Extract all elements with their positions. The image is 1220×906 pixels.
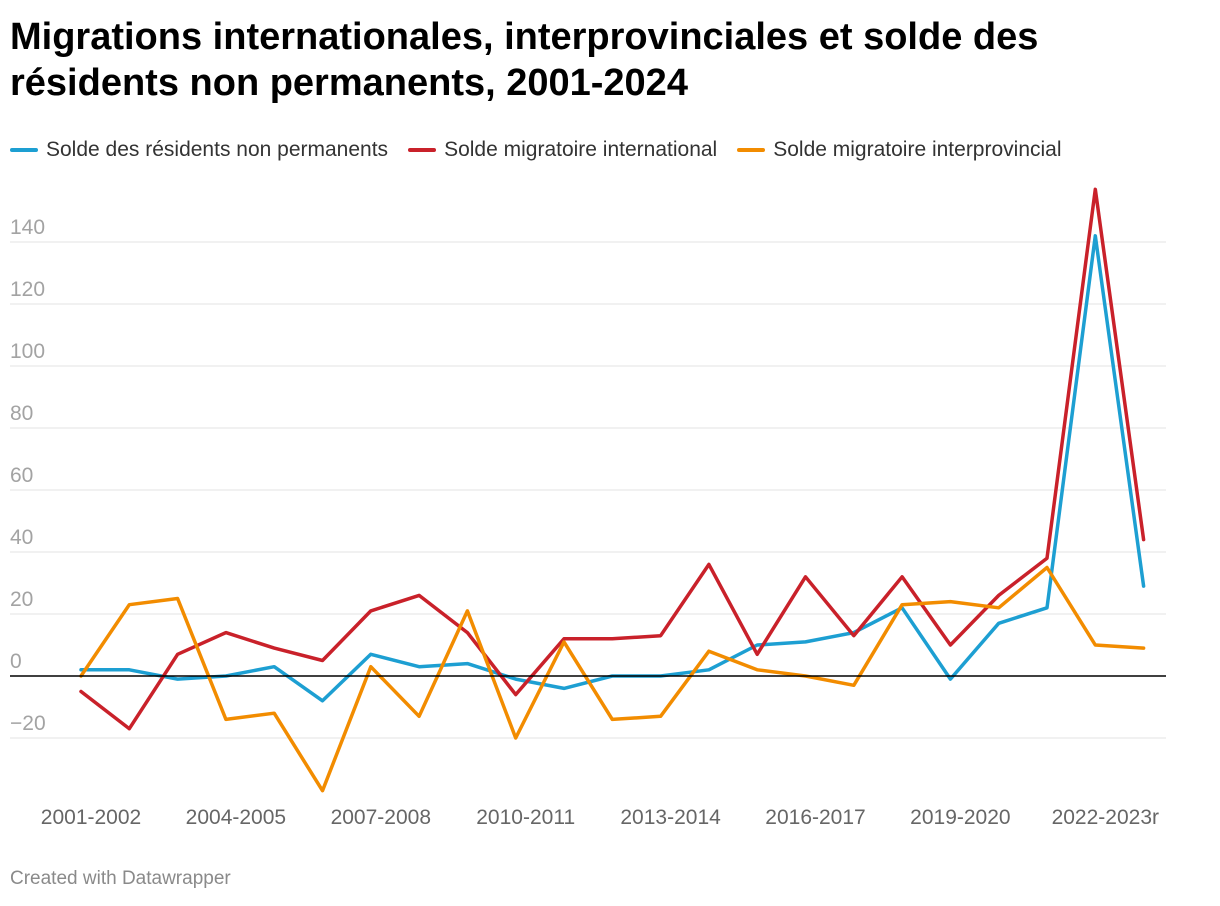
y-tick-label: 120	[10, 278, 45, 301]
legend-item-residents-non-permanents: Solde des résidents non permanents	[10, 138, 388, 162]
legend: Solde des résidents non permanents Solde…	[10, 136, 1082, 164]
x-tick-label: 2022-2023r	[1052, 806, 1159, 829]
y-tick-label: 20	[10, 588, 33, 611]
y-tick-label: 100	[10, 340, 45, 363]
legend-swatch	[737, 148, 766, 152]
legend-label: Solde des résidents non permanents	[46, 138, 389, 161]
series-line-0	[79, 234, 1146, 703]
footer-credit: Created with Datawrapper	[10, 868, 231, 889]
x-tick-label: 2004-2005	[186, 806, 286, 829]
y-tick-label: 0	[10, 650, 22, 673]
legend-swatch	[10, 148, 38, 152]
y-tick-label: 40	[10, 526, 33, 549]
legend-item-international: Solde migratoire international	[408, 138, 717, 162]
legend-item-interprovincial: Solde migratoire interprovincial	[737, 138, 1062, 162]
y-tick-label: 60	[10, 464, 33, 487]
x-tick-label: 2001-2002	[41, 806, 141, 829]
series-line-1	[79, 187, 1146, 731]
x-tick-label: 2016-2017	[765, 806, 865, 829]
x-tick-label: 2010-2011	[476, 806, 575, 829]
chart-title: Migrations internationales, interprovinc…	[10, 16, 1039, 104]
y-tick-label: −20	[10, 712, 46, 735]
legend-label: Solde migratoire interprovincial	[773, 138, 1062, 161]
y-tick-label: 140	[10, 216, 45, 239]
y-tick-label: 80	[10, 402, 33, 425]
x-tick-label: 2007-2008	[331, 806, 431, 829]
legend-swatch	[408, 148, 437, 152]
legend-label: Solde migratoire international	[444, 138, 718, 161]
x-tick-label: 2019-2020	[910, 806, 1010, 829]
x-tick-label: 2013-2014	[620, 806, 721, 829]
series-line-2	[79, 565, 1146, 793]
